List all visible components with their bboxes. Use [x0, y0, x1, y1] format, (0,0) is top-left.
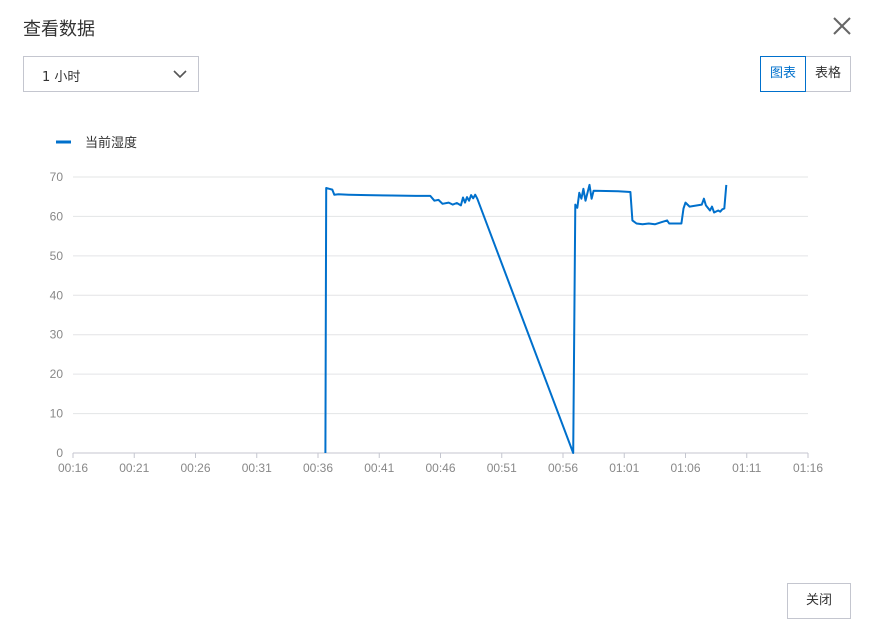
x-tick-label: 01:16: [793, 461, 823, 475]
y-tick-label: 10: [50, 407, 64, 421]
legend-label: 当前湿度: [85, 135, 137, 150]
chevron-down-icon: [172, 66, 188, 82]
y-tick-label: 20: [50, 367, 64, 381]
y-tick-label: 0: [56, 446, 63, 460]
series-line-humidity: [324, 183, 728, 454]
y-tick-label: 60: [50, 209, 64, 223]
y-tick-label: 30: [50, 328, 64, 342]
x-tick-label: 00:36: [303, 461, 333, 475]
x-tick-label: 00:16: [58, 461, 88, 475]
dialog-title: 查看数据: [23, 19, 95, 40]
y-tick-label: 40: [50, 288, 64, 302]
time-range-value: 1 小时: [42, 70, 81, 85]
close-button[interactable]: 关闭: [787, 583, 851, 619]
x-tick-label: 00:21: [119, 461, 149, 475]
table-view-button[interactable]: 表格: [805, 56, 851, 92]
x-tick-label: 00:51: [487, 461, 517, 475]
chart-view-button[interactable]: 图表: [760, 56, 806, 92]
humidity-line-chart: 0 10 20 30 40 50 60 70 00:16 00:21 00:26 00:31 00:36…: [50, 135, 824, 475]
close-icon[interactable]: [830, 14, 854, 38]
x-tick-label: 00:41: [364, 461, 394, 475]
time-range-select[interactable]: 1 小时: [23, 56, 199, 92]
y-tick-label: 70: [50, 170, 64, 184]
x-tick-label: 01:01: [609, 461, 639, 475]
y-tick-label: 50: [50, 249, 64, 263]
x-tick-label: 00:46: [425, 461, 455, 475]
x-tick-label: 01:11: [732, 461, 761, 475]
x-tick-label: 00:31: [242, 461, 272, 475]
x-tick-label: 00:56: [548, 461, 578, 475]
x-tick-label: 01:06: [670, 461, 700, 475]
x-tick-label: 00:26: [180, 461, 210, 475]
